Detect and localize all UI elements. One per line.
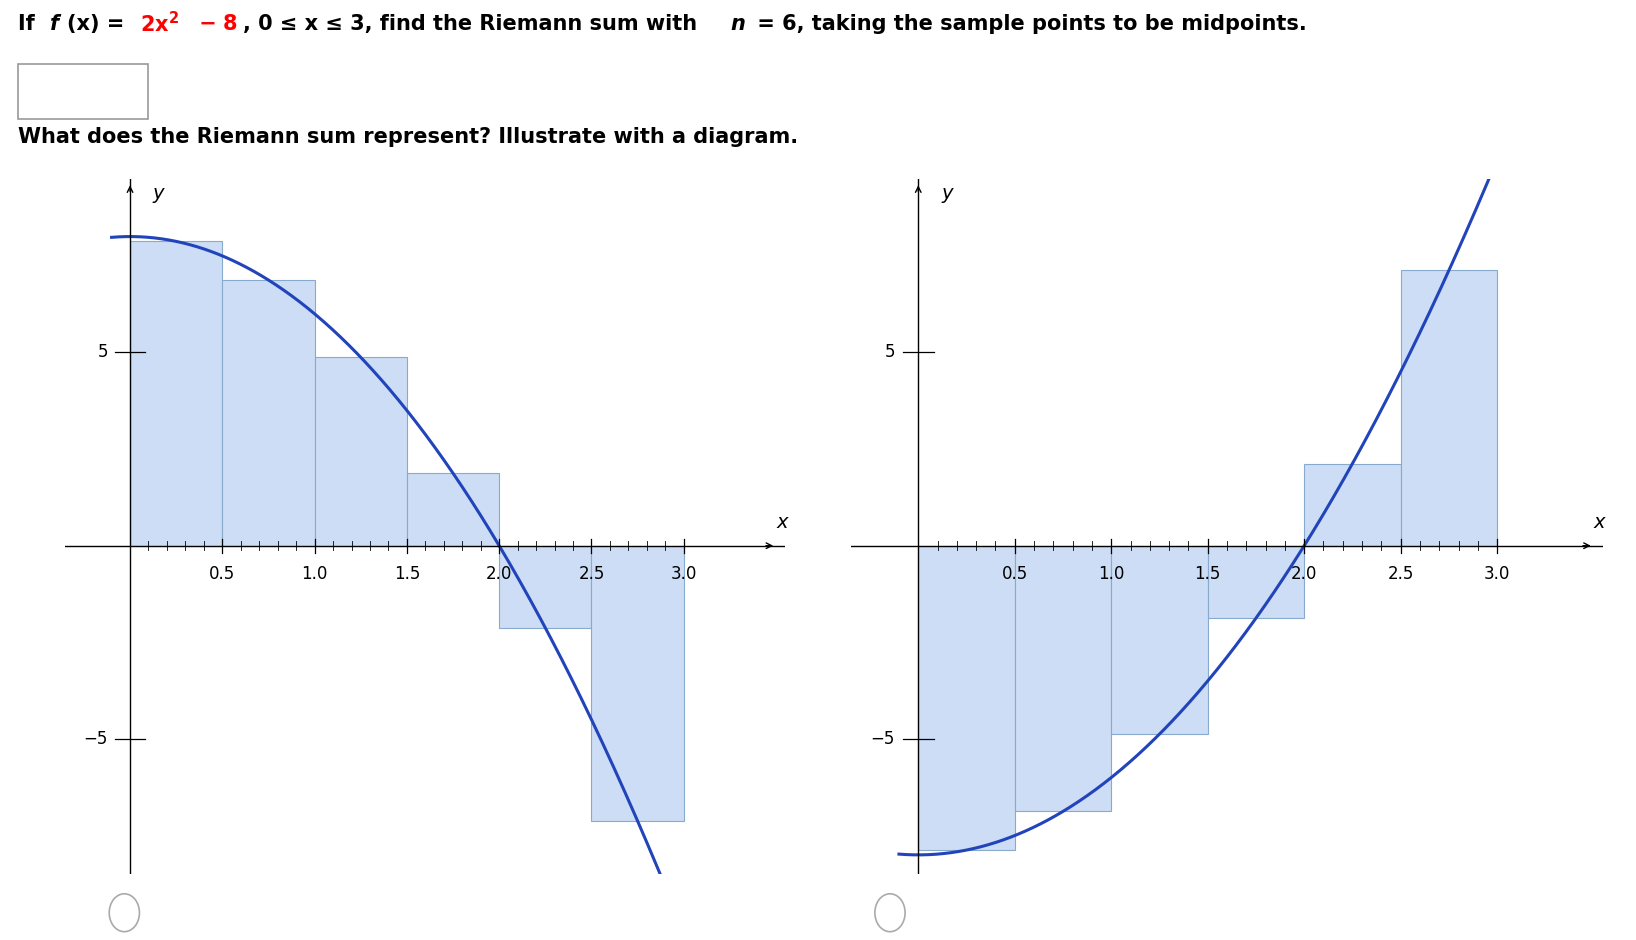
Text: 1.0: 1.0 bbox=[301, 565, 327, 583]
Text: 2.5: 2.5 bbox=[1387, 565, 1414, 583]
Text: If: If bbox=[18, 14, 43, 34]
Bar bbox=[314, 357, 407, 546]
Bar bbox=[18, 64, 147, 119]
Text: $\mathbf{2x^2}$: $\mathbf{2x^2}$ bbox=[141, 11, 178, 37]
Bar bbox=[407, 473, 499, 546]
Text: 0.5: 0.5 bbox=[1001, 565, 1027, 583]
Bar bbox=[129, 242, 222, 546]
Text: 5: 5 bbox=[98, 343, 108, 362]
Text: y: y bbox=[152, 184, 164, 203]
Text: 2.5: 2.5 bbox=[578, 565, 605, 583]
Text: 2.0: 2.0 bbox=[1291, 565, 1317, 583]
Text: 8: 8 bbox=[222, 14, 237, 34]
Text: −: − bbox=[191, 14, 224, 34]
Text: n: n bbox=[730, 14, 744, 34]
Text: 5: 5 bbox=[885, 343, 895, 362]
Text: −5: −5 bbox=[870, 730, 895, 748]
Bar bbox=[1400, 271, 1497, 546]
Bar bbox=[222, 280, 314, 546]
Bar bbox=[499, 546, 592, 628]
Text: 0.5: 0.5 bbox=[209, 565, 236, 583]
Bar bbox=[1207, 546, 1304, 619]
Text: −5: −5 bbox=[83, 730, 108, 748]
Text: 1.5: 1.5 bbox=[394, 565, 420, 583]
Text: = 6, taking the sample points to be midpoints.: = 6, taking the sample points to be midp… bbox=[749, 14, 1307, 34]
Bar bbox=[1014, 546, 1111, 811]
Text: f: f bbox=[51, 14, 59, 34]
Bar bbox=[918, 546, 1014, 850]
Bar bbox=[592, 546, 684, 821]
Text: 1.0: 1.0 bbox=[1098, 565, 1124, 583]
Text: 2.0: 2.0 bbox=[486, 565, 512, 583]
Bar bbox=[1304, 463, 1400, 546]
Bar bbox=[1111, 546, 1207, 734]
Text: x: x bbox=[775, 513, 787, 532]
Text: 3.0: 3.0 bbox=[671, 565, 697, 583]
Text: 3.0: 3.0 bbox=[1484, 565, 1510, 583]
Text: What does the Riemann sum represent? Illustrate with a diagram.: What does the Riemann sum represent? Ill… bbox=[18, 127, 798, 148]
Text: y: y bbox=[941, 184, 952, 203]
Text: , 0 ≤ x ≤ 3, find the Riemann sum with: , 0 ≤ x ≤ 3, find the Riemann sum with bbox=[244, 14, 705, 34]
Text: (x) =: (x) = bbox=[67, 14, 131, 34]
Text: 1.5: 1.5 bbox=[1194, 565, 1220, 583]
Text: x: x bbox=[1593, 513, 1605, 532]
